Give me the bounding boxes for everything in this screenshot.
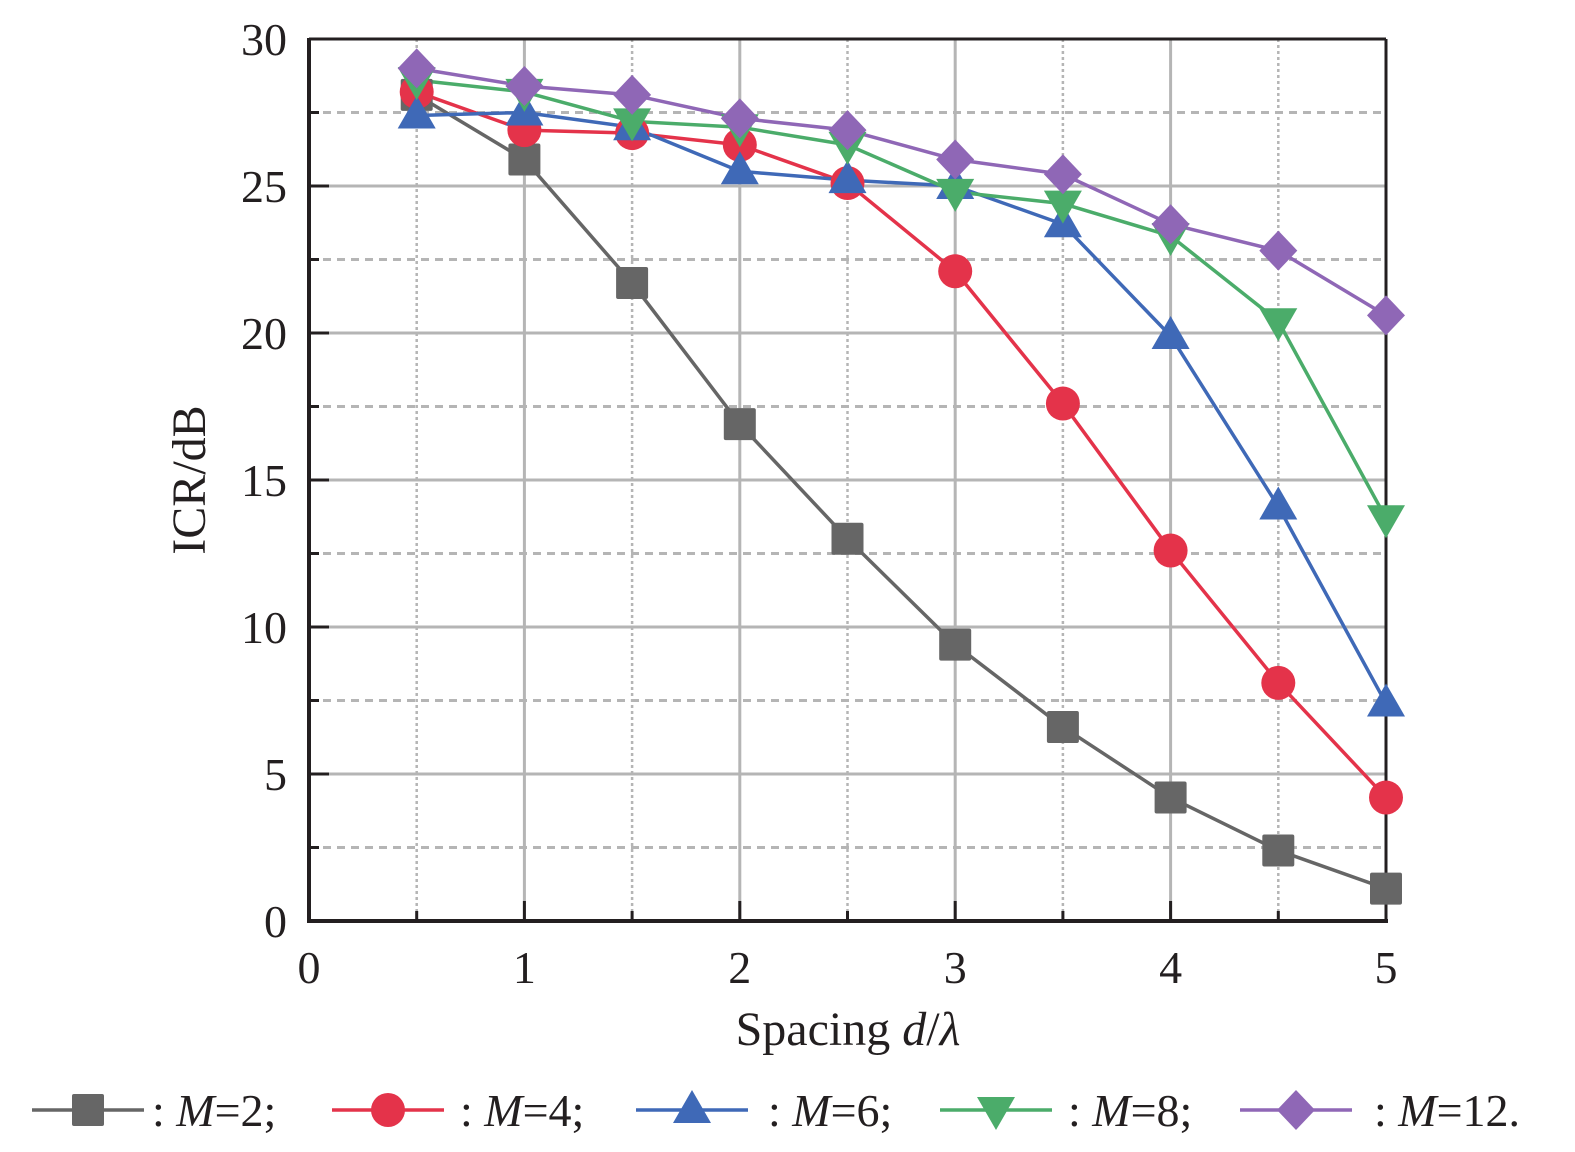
legend-item: : M=8;	[940, 1085, 1192, 1136]
data-point-M2	[616, 267, 649, 300]
data-point-M12	[720, 98, 759, 139]
data-point-M8	[613, 108, 652, 142]
legend-item: : M=6;	[636, 1085, 892, 1136]
y-tick-label: 30	[241, 14, 287, 65]
data-point-M6	[397, 95, 436, 129]
legend-label: : M=2;	[152, 1085, 276, 1136]
data-point-M2	[1262, 834, 1295, 867]
y-axis-label: ICR/dB	[163, 405, 216, 554]
data-point-M12	[613, 74, 652, 115]
legend: : M=2; : M=4; : M=6; : M=8; : M=12.	[32, 1085, 1520, 1136]
x-tick-label: 3	[944, 942, 967, 993]
y-tick-label: 5	[264, 749, 287, 800]
data-point-M4	[1369, 780, 1403, 815]
data-point-M2	[939, 628, 972, 661]
data-point-M2	[723, 408, 756, 441]
series-layer	[397, 48, 1405, 905]
axes	[307, 37, 1388, 923]
series-line-M4	[416, 90, 1388, 799]
x-tick-label: 2	[728, 942, 751, 993]
legend-marker-triangle-up-icon	[673, 1090, 711, 1123]
legend-label: : M=12.	[1374, 1085, 1520, 1136]
data-point-M12	[1151, 204, 1190, 245]
data-point-M12	[828, 110, 867, 151]
data-point-M2	[831, 522, 864, 555]
tick-labels: 0 5 10 15 20 25 30 0 1 2 3 4 5	[241, 14, 1398, 993]
legend-marker-circle-icon	[371, 1093, 405, 1127]
data-point-M8	[936, 178, 975, 212]
data-point-M2	[508, 143, 541, 176]
data-point-M6	[720, 151, 759, 185]
data-point-M12	[505, 66, 544, 107]
y-tick-label: 10	[241, 602, 287, 653]
legend-item: : M=12.	[1240, 1085, 1520, 1136]
data-point-M4	[1045, 386, 1080, 421]
legend-marker-triangle-down-icon	[977, 1097, 1015, 1130]
data-point-M8	[1367, 505, 1405, 539]
series-line-M2	[415, 93, 1387, 891]
data-point-M2	[1046, 710, 1079, 743]
x-axis-label: Spacing d/λ	[736, 1003, 961, 1056]
legend-item: : M=2;	[32, 1085, 276, 1136]
legend-marker-square-icon	[72, 1094, 104, 1126]
series-line-M12	[416, 66, 1387, 317]
data-point-M8	[1043, 190, 1082, 224]
data-point-M12	[397, 48, 436, 89]
series-line-M8	[416, 78, 1388, 520]
data-point-M6	[828, 160, 867, 194]
x-tick-label: 5	[1375, 942, 1398, 993]
data-point-M2	[1154, 781, 1187, 814]
data-point-M12	[1367, 295, 1405, 336]
data-point-M4	[1153, 533, 1188, 568]
data-point-M6	[1151, 315, 1190, 349]
y-tick-label: 0	[264, 896, 287, 947]
x-tick-label: 4	[1159, 942, 1182, 993]
legend-item: : M=4;	[332, 1085, 584, 1136]
x-tick-label: 1	[513, 942, 536, 993]
data-point-M2	[1370, 872, 1402, 905]
y-tick-label: 25	[241, 161, 287, 212]
x-tick-label: 0	[298, 942, 321, 993]
legend-label: : M=6;	[768, 1085, 892, 1136]
legend-label: : M=8;	[1068, 1085, 1192, 1136]
series-line-M6	[416, 110, 1388, 705]
data-point-M8	[1259, 308, 1298, 342]
data-point-M6	[1259, 486, 1298, 520]
legend-label: : M=4;	[460, 1085, 584, 1136]
data-point-M12	[936, 139, 975, 180]
data-point-M4	[1261, 665, 1296, 700]
data-point-M4	[938, 254, 973, 289]
data-point-M12	[1259, 230, 1298, 271]
data-point-M12	[1043, 154, 1082, 195]
legend-marker-diamond-icon	[1277, 1090, 1315, 1130]
y-tick-label: 15	[241, 455, 287, 506]
y-tick-label: 20	[241, 308, 287, 359]
data-point-M6	[1367, 683, 1405, 717]
